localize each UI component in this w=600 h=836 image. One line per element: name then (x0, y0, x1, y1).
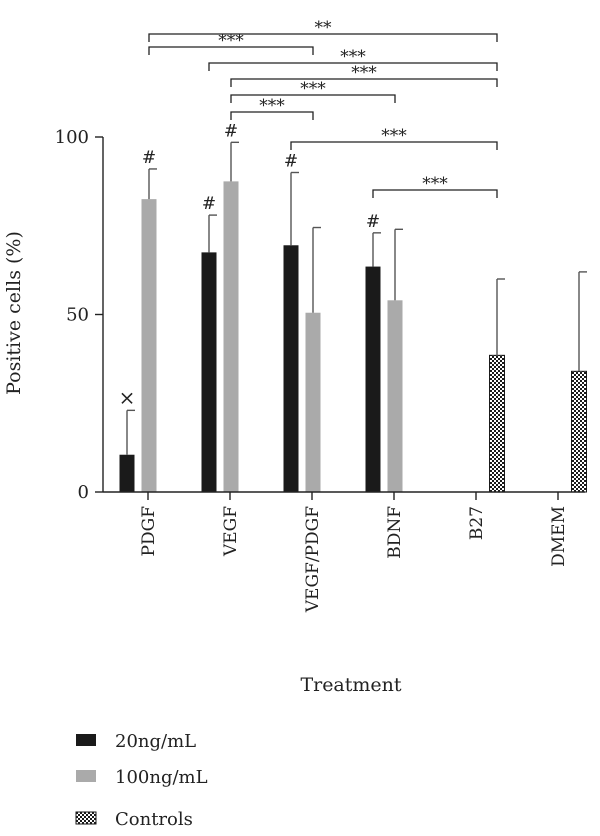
hash-mark: # (284, 152, 298, 172)
x-tick-label: DMEM (549, 506, 569, 567)
x-tick-label: B27 (467, 506, 487, 540)
x-tick-label: PDGF (139, 506, 159, 557)
x-tick-label: BDNF (385, 506, 405, 559)
x-axis-label: Treatment (300, 674, 401, 696)
significance-line (148, 46, 314, 55)
significance-label: *** (218, 31, 244, 51)
significance-bracket: ** (148, 18, 498, 42)
significance-line (230, 94, 396, 103)
significance-label: *** (300, 79, 326, 99)
significance-bracket: *** (148, 31, 314, 55)
legend-label: Controls (115, 809, 193, 830)
significance-line (230, 111, 314, 120)
significance-layer: *********************** (148, 18, 498, 198)
hash-mark: # (202, 194, 216, 214)
bars-layer: × # # # # # (119, 121, 587, 493)
hash-mark: # (224, 121, 238, 141)
significance-bracket: *** (230, 96, 314, 120)
legend: 20ng/mL 100ng/mL Controls (75, 731, 208, 830)
legend-item: 100ng/mL (76, 767, 208, 788)
legend-item: Controls (75, 809, 193, 830)
bar-20ngml (119, 454, 135, 492)
significance-bracket: *** (208, 47, 498, 71)
bar-100ngml (305, 312, 321, 492)
legend-item: 20ng/mL (76, 731, 196, 752)
bar-20ngml (283, 245, 299, 492)
significance-line (230, 78, 498, 87)
legend-label: 100ng/mL (115, 767, 208, 788)
legend-swatch (76, 734, 96, 746)
bar-20ngml (201, 252, 217, 492)
bar-100ngml (387, 300, 403, 492)
significance-line (372, 189, 498, 198)
x-axis: PDGF VEGF VEGF/PDGF BDNF B27 DMEM (103, 491, 585, 613)
y-tick-label: 50 (66, 305, 89, 326)
significance-label: ** (315, 18, 333, 38)
significance-line (148, 33, 498, 42)
x-tick-label: VEGF (221, 506, 241, 557)
significance-bracket: *** (230, 63, 498, 87)
significance-label: *** (381, 126, 407, 146)
cross-mark: × (119, 385, 136, 409)
bar-100ngml (141, 199, 157, 492)
significance-label: *** (259, 96, 285, 116)
bar-controls (489, 354, 505, 493)
bar-controls (571, 370, 587, 493)
x-tick-label: VEGF/PDGF (303, 506, 323, 613)
y-axis-label: Positive cells (%) (3, 231, 25, 395)
legend-label: 20ng/mL (115, 731, 196, 752)
legend-swatch (76, 770, 96, 782)
significance-line (208, 62, 498, 71)
significance-bracket: *** (290, 126, 498, 150)
hash-mark: # (366, 212, 380, 232)
legend-swatch (75, 811, 97, 825)
significance-bracket: *** (230, 79, 396, 103)
y-tick-label: 0 (78, 482, 89, 503)
bar-20ngml (365, 266, 381, 492)
significance-line (290, 141, 498, 150)
significance-bracket: *** (372, 174, 498, 198)
significance-label: *** (340, 47, 366, 67)
y-axis: 0 50 100 (55, 127, 104, 503)
hash-mark: # (142, 148, 156, 168)
bar-100ngml (223, 181, 239, 492)
significance-label: *** (422, 174, 448, 194)
y-tick-label: 100 (55, 127, 89, 148)
significance-label: *** (351, 63, 377, 83)
